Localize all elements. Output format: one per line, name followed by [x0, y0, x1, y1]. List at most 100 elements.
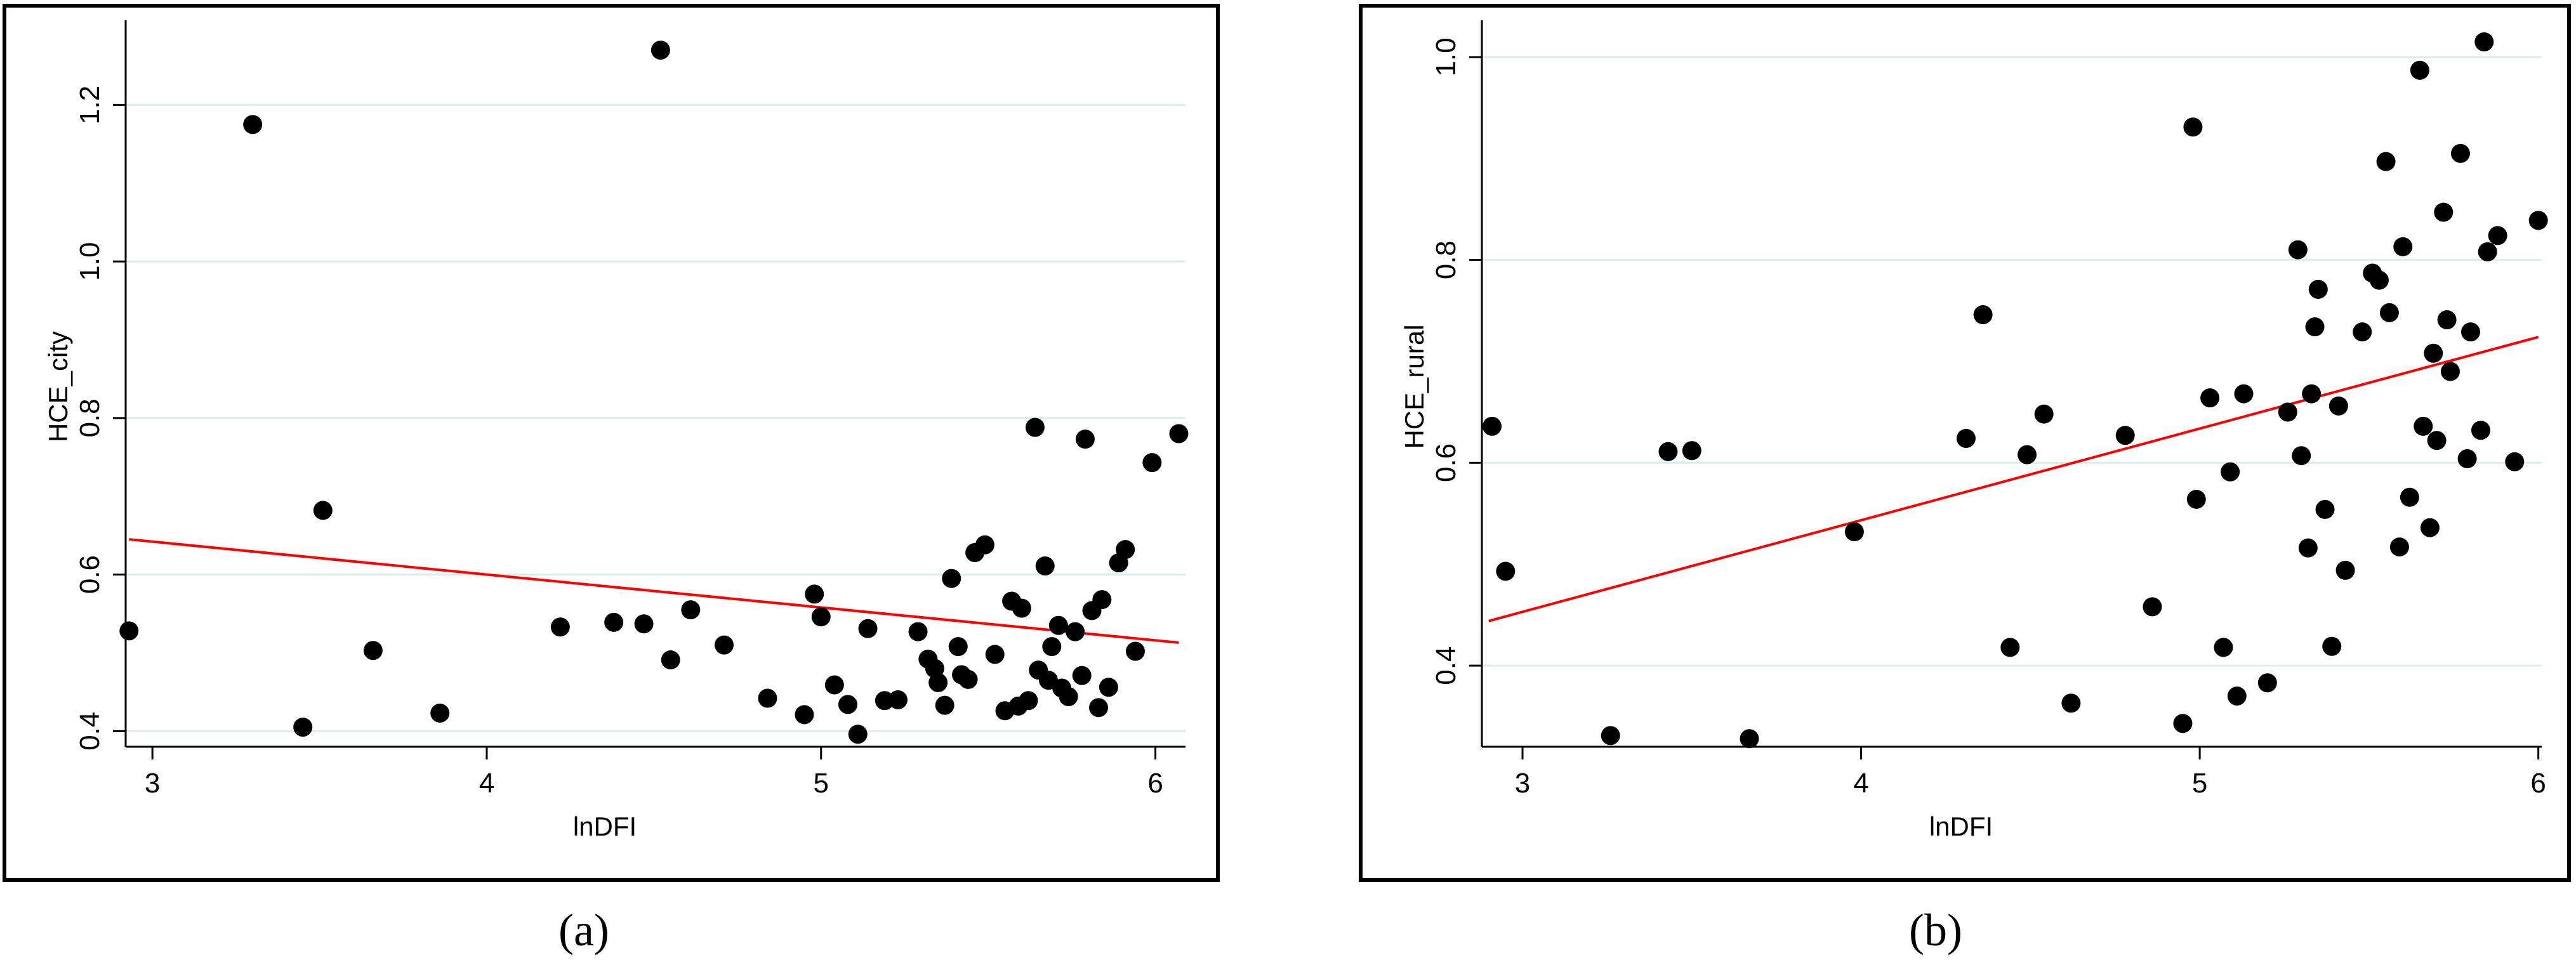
y-tick-label: 0.4 — [1430, 647, 1462, 685]
data-point — [1089, 698, 1109, 718]
data-point — [714, 635, 734, 655]
data-point — [758, 688, 777, 708]
data-point — [2257, 673, 2277, 693]
data-point — [651, 41, 670, 60]
data-point — [2315, 499, 2335, 519]
data-point — [2288, 240, 2308, 259]
data-point — [2400, 487, 2419, 507]
data-point — [2214, 638, 2233, 657]
y-tick-label: 0.6 — [1430, 443, 1462, 482]
data-point — [2322, 636, 2342, 656]
data-point — [2478, 242, 2497, 261]
data-point — [119, 621, 139, 641]
data-point — [1092, 590, 1112, 610]
data-point — [1012, 598, 1031, 618]
data-point — [838, 695, 857, 714]
data-point — [975, 535, 994, 555]
data-point — [2424, 343, 2443, 363]
y-tick-label: 0.8 — [1430, 240, 1462, 279]
data-point — [681, 600, 701, 620]
x-tick-label: 4 — [479, 768, 494, 799]
data-point — [1059, 687, 1078, 707]
data-point — [2410, 60, 2429, 80]
data-point — [1740, 729, 1759, 749]
data-point — [908, 622, 928, 641]
data-point — [1496, 562, 1516, 581]
y-axis-title: HCE_city — [43, 331, 73, 442]
data-point — [243, 115, 263, 135]
y-tick-label: 0.4 — [74, 712, 105, 751]
data-point — [2437, 310, 2457, 329]
data-point — [858, 619, 878, 638]
y-tick-label: 1.0 — [74, 242, 105, 281]
data-point — [1019, 691, 1038, 711]
data-point — [2488, 226, 2507, 246]
x-tick-label: 3 — [1515, 768, 1530, 799]
data-point — [1483, 416, 1502, 436]
data-point — [2420, 518, 2440, 537]
data-point — [1142, 453, 1162, 473]
data-point — [2143, 597, 2162, 617]
data-point — [2298, 538, 2318, 558]
data-point — [2115, 426, 2135, 445]
data-point — [1099, 678, 1118, 697]
data-point — [430, 703, 450, 723]
data-point — [2414, 416, 2433, 436]
data-point — [2302, 384, 2322, 404]
data-point — [1066, 622, 1085, 641]
data-point — [848, 725, 868, 744]
data-point — [1116, 540, 1135, 560]
data-point — [1042, 637, 1062, 657]
data-point — [1658, 442, 1678, 461]
caption-a: (a) — [558, 905, 609, 956]
data-point — [2308, 280, 2328, 299]
data-point — [1682, 441, 1701, 461]
data-point — [2353, 322, 2372, 342]
y-tick-label: 1.0 — [1430, 37, 1462, 76]
data-point — [958, 669, 978, 689]
caption-b: (b) — [1909, 905, 1962, 956]
data-point — [1125, 641, 1145, 661]
data-point — [550, 617, 570, 637]
data-point — [1072, 666, 1092, 685]
data-point — [661, 650, 680, 670]
x-tick-label: 6 — [1147, 768, 1163, 799]
data-point — [928, 673, 948, 692]
scatter-plot-a: 0.4 0.6 0.8 1.0 1.2 3 4 5 6 lnDFI HCE_city — [43, 20, 1189, 841]
y-axis-title: HCE_rural — [1399, 324, 1429, 449]
data-point — [2234, 384, 2254, 404]
x-tick-label: 5 — [2192, 768, 2207, 799]
y-tick-label: 0.6 — [74, 555, 105, 594]
data-point — [2305, 317, 2325, 337]
x-axis-title: lnDFI — [1929, 811, 1993, 841]
data-point — [2278, 402, 2297, 422]
y-tick-label: 1.2 — [74, 86, 105, 124]
data-point — [2471, 421, 2490, 440]
data-point — [805, 584, 824, 604]
chart-panel-a: 0.4 0.6 0.8 1.0 1.2 3 4 5 6 lnDFI HCE_city — [3, 4, 1220, 882]
data-point — [2369, 270, 2389, 290]
data-point — [795, 705, 814, 725]
data-point — [2186, 489, 2206, 509]
data-point — [2061, 693, 2081, 713]
data-point — [2173, 714, 2193, 733]
x-tick-label: 5 — [814, 768, 829, 799]
data-point — [948, 637, 968, 657]
data-point — [2379, 303, 2399, 322]
data-point — [888, 690, 908, 709]
data-point — [2393, 237, 2413, 256]
data-point — [2389, 537, 2409, 557]
data-point — [1844, 522, 1864, 542]
data-point — [2460, 322, 2480, 342]
data-point — [604, 612, 624, 632]
fit-line — [1488, 336, 2539, 622]
data-point — [1025, 417, 1045, 437]
data-point — [293, 718, 313, 737]
x-tick-label: 4 — [1853, 768, 1868, 799]
data-point — [1973, 305, 1993, 324]
data-point — [2018, 445, 2037, 464]
data-point — [1169, 424, 1189, 443]
data-point — [363, 641, 383, 660]
data-point — [634, 614, 654, 634]
data-point — [2440, 362, 2460, 381]
